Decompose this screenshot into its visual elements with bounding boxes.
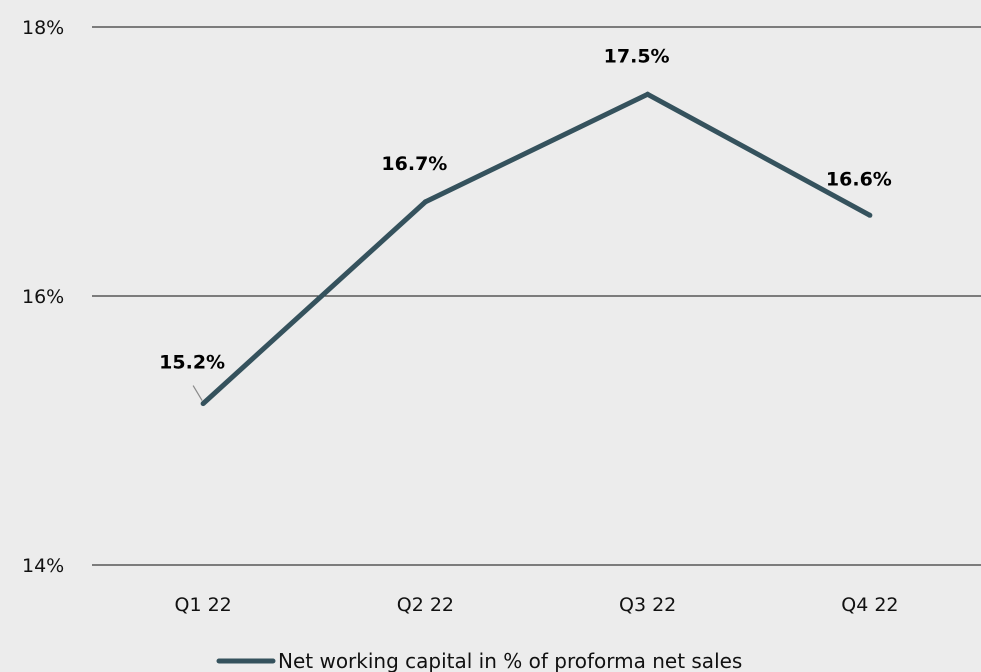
x-axis-tick-labels: Q1 22 Q2 22 Q3 22 Q4 22 bbox=[174, 594, 898, 616]
y-tick-label: 16% bbox=[22, 286, 64, 308]
y-tick-label: 18% bbox=[22, 17, 64, 39]
x-tick-label: Q4 22 bbox=[841, 594, 898, 616]
x-tick-label: Q2 22 bbox=[397, 594, 454, 616]
data-point bbox=[200, 401, 206, 407]
data-label: 15.2% bbox=[159, 352, 225, 374]
data-point bbox=[645, 91, 651, 97]
series-line bbox=[201, 91, 872, 406]
data-point bbox=[867, 212, 873, 218]
y-axis-tick-labels: 14% 16% 18% bbox=[22, 17, 64, 577]
legend: Net working capital in % of proforma net… bbox=[216, 649, 742, 672]
legend-label: Net working capital in % of proforma net… bbox=[278, 649, 742, 672]
data-label: 16.7% bbox=[381, 153, 447, 175]
data-label: 17.5% bbox=[604, 45, 670, 67]
gridlines bbox=[92, 26, 981, 566]
y-tick-label: 14% bbox=[22, 555, 64, 577]
data-point bbox=[422, 199, 428, 205]
data-labels: 15.2% 16.7% 17.5% 16.6% bbox=[159, 45, 892, 401]
x-tick-label: Q3 22 bbox=[619, 594, 676, 616]
series-layer bbox=[200, 91, 873, 407]
label-leader-line bbox=[192, 385, 203, 401]
x-tick-label: Q1 22 bbox=[174, 594, 231, 616]
data-label: 16.6% bbox=[826, 168, 892, 190]
